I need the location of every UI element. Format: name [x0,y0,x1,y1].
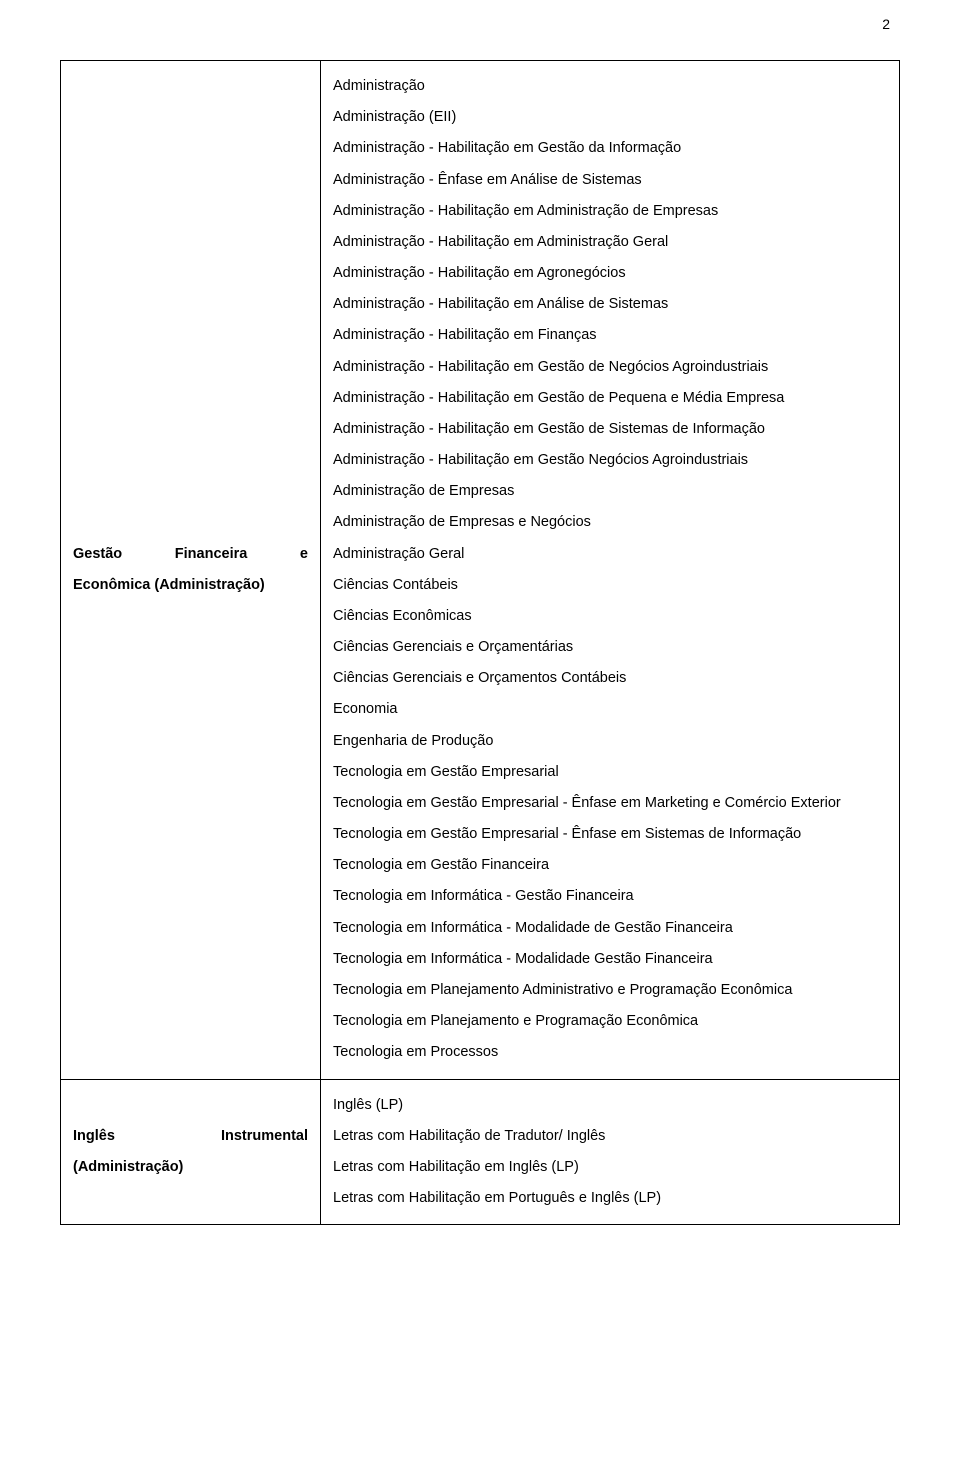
list-item: Tecnologia em Planejamento e Programação… [333,1006,887,1037]
label-word: Inglês [73,1121,115,1152]
list-item: Administração - Habilitação em Administr… [333,227,887,258]
list-item: Administração de Empresas [333,476,887,507]
list-item: Economia [333,694,887,725]
label-word: e [300,539,308,570]
row-items: AdministraçãoAdministração (EII)Administ… [321,61,900,1080]
list-item: Tecnologia em Informática - Gestão Finan… [333,881,887,912]
list-item: Administração - Habilitação em Gestão Ne… [333,445,887,476]
list-item: Administração - Habilitação em Gestão de… [333,414,887,445]
label-word: Gestão [73,539,122,570]
list-item: Inglês (LP) [333,1090,887,1121]
list-item: Tecnologia em Planejamento Administrativ… [333,975,887,1006]
list-item: Administração Geral [333,539,887,570]
list-item: Tecnologia em Gestão Empresarial [333,757,887,788]
list-item: Administração [333,71,887,102]
list-item: Tecnologia em Gestão Empresarial - Ênfas… [333,788,887,819]
page-number: 2 [882,16,890,32]
list-item: Ciências Econômicas [333,601,887,632]
list-item: Tecnologia em Informática - Modalidade d… [333,913,887,944]
list-item: Ciências Gerenciais e Orçamentos Contábe… [333,663,887,694]
page: 2 Gestão Financeira eEconômica (Administra… [0,0,960,1265]
list-item: Tecnologia em Informática - Modalidade G… [333,944,887,975]
label-line: Econômica (Administração) [73,570,308,601]
list-item: Administração de Empresas e Negócios [333,507,887,538]
list-item: Letras com Habilitação em Inglês (LP) [333,1152,887,1183]
label-line: Gestão Financeira e [73,539,308,570]
list-item: Letras com Habilitação de Tradutor/ Ingl… [333,1121,887,1152]
content-table: Gestão Financeira eEconômica (Administraçã… [60,60,900,1225]
label-word: Instrumental [221,1121,308,1152]
row-label: Gestão Financeira eEconômica (Administraçã… [61,61,321,1080]
list-item: Ciências Gerenciais e Orçamentárias [333,632,887,663]
list-item: Administração - Ênfase em Análise de Sis… [333,165,887,196]
list-item: Administração - Habilitação em Gestão da… [333,133,887,164]
list-item: Administração - Habilitação em Finanças [333,320,887,351]
list-item: Administração - Habilitação em Administr… [333,196,887,227]
list-item: Engenharia de Produção [333,726,887,757]
list-item: Ciências Contábeis [333,570,887,601]
list-item: Administração - Habilitação em Gestão de… [333,383,887,414]
list-item: Tecnologia em Gestão Financeira [333,850,887,881]
list-item: Administração (EII) [333,102,887,133]
label-word: Financeira [175,539,248,570]
table-row: InglêsInstrumental(Administração)Inglês … [61,1079,900,1225]
list-item: Letras com Habilitação em Português e In… [333,1183,887,1214]
list-item: Administração - Habilitação em Gestão de… [333,352,887,383]
row-items: Inglês (LP)Letras com Habilitação de Tra… [321,1079,900,1225]
list-item: Tecnologia em Processos [333,1037,887,1068]
list-item: Administração - Habilitação em Análise d… [333,289,887,320]
label-line: Inglês Instrumental [73,1121,308,1152]
table-row: Gestão Financeira eEconômica (Administraçã… [61,61,900,1080]
row-label: Inglês Instrumental(Administração) [61,1079,321,1225]
list-item: Administração - Habilitação em Agronegóc… [333,258,887,289]
list-item: Tecnologia em Gestão Empresarial - Ênfas… [333,819,887,850]
label-line: (Administração) [73,1152,308,1183]
